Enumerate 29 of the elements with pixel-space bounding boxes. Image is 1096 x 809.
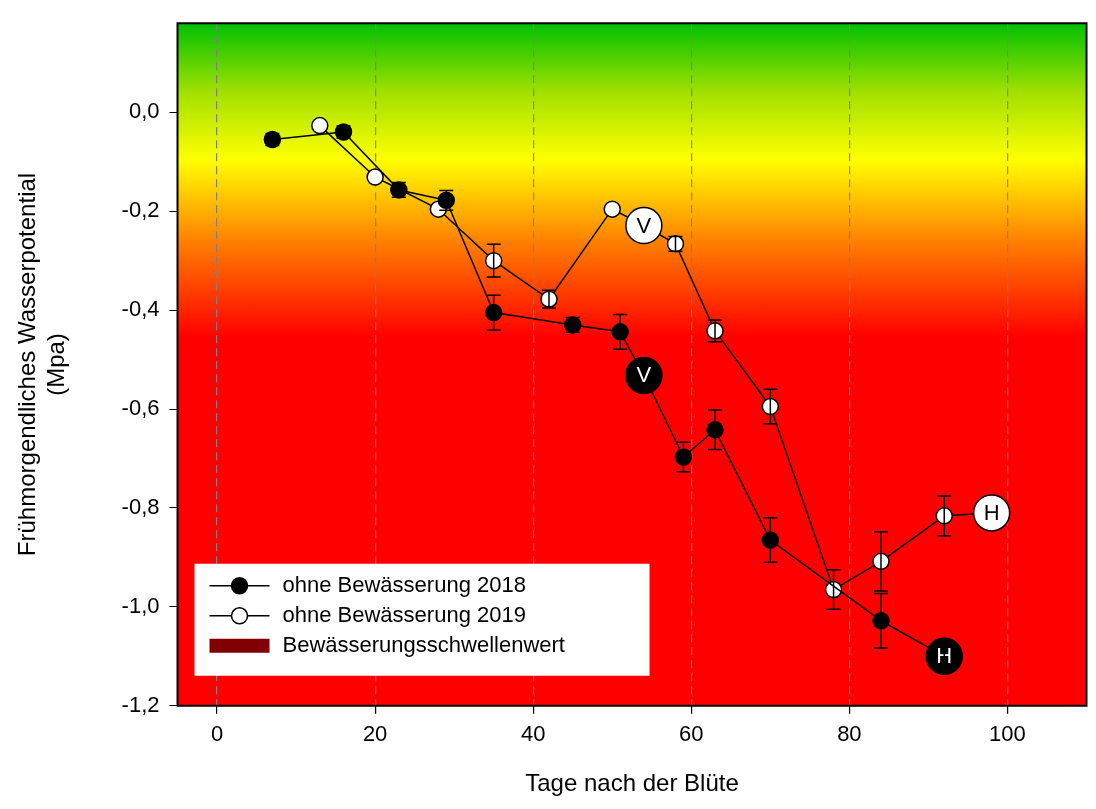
point: [484, 251, 503, 270]
y-axis-title: Frühmorgendliches Wasserpotential (Mpa): [13, 172, 69, 557]
x-tick-label: 100: [989, 721, 1026, 747]
x-tick-label: 40: [520, 721, 546, 747]
legend-label: ohne Bewässerung 2018: [282, 571, 526, 597]
x-axis-title: Tage nach der Blüte: [525, 769, 739, 797]
y-tick-label: 0,0: [128, 98, 160, 124]
point: [674, 448, 693, 466]
y-tick-label: -1,2: [121, 691, 160, 717]
annotation: H: [983, 499, 1000, 525]
point: [311, 116, 329, 135]
point: [761, 531, 780, 549]
y-tick-label: -1,0: [121, 592, 160, 618]
point: [484, 303, 503, 322]
point: [366, 168, 384, 186]
point: [761, 397, 780, 416]
x-tick-label: 80: [837, 721, 862, 747]
y-tick-label: -0,8: [121, 494, 160, 520]
y-tick-label: -0,6: [121, 395, 160, 421]
x-tick-label: 60: [679, 721, 704, 747]
x-tick-label: 20: [362, 721, 388, 747]
legend-label: ohne Bewässerung 2019: [282, 601, 526, 627]
annotation: V: [636, 362, 652, 388]
y-tick-label: -0,2: [121, 197, 160, 223]
y-tick-label: -0,4: [121, 296, 160, 322]
x-tick-label: 0: [210, 721, 224, 747]
annotation: V: [636, 212, 652, 238]
point: [603, 200, 621, 218]
legend-label: Bewässerungsschwellenwert: [282, 631, 565, 657]
